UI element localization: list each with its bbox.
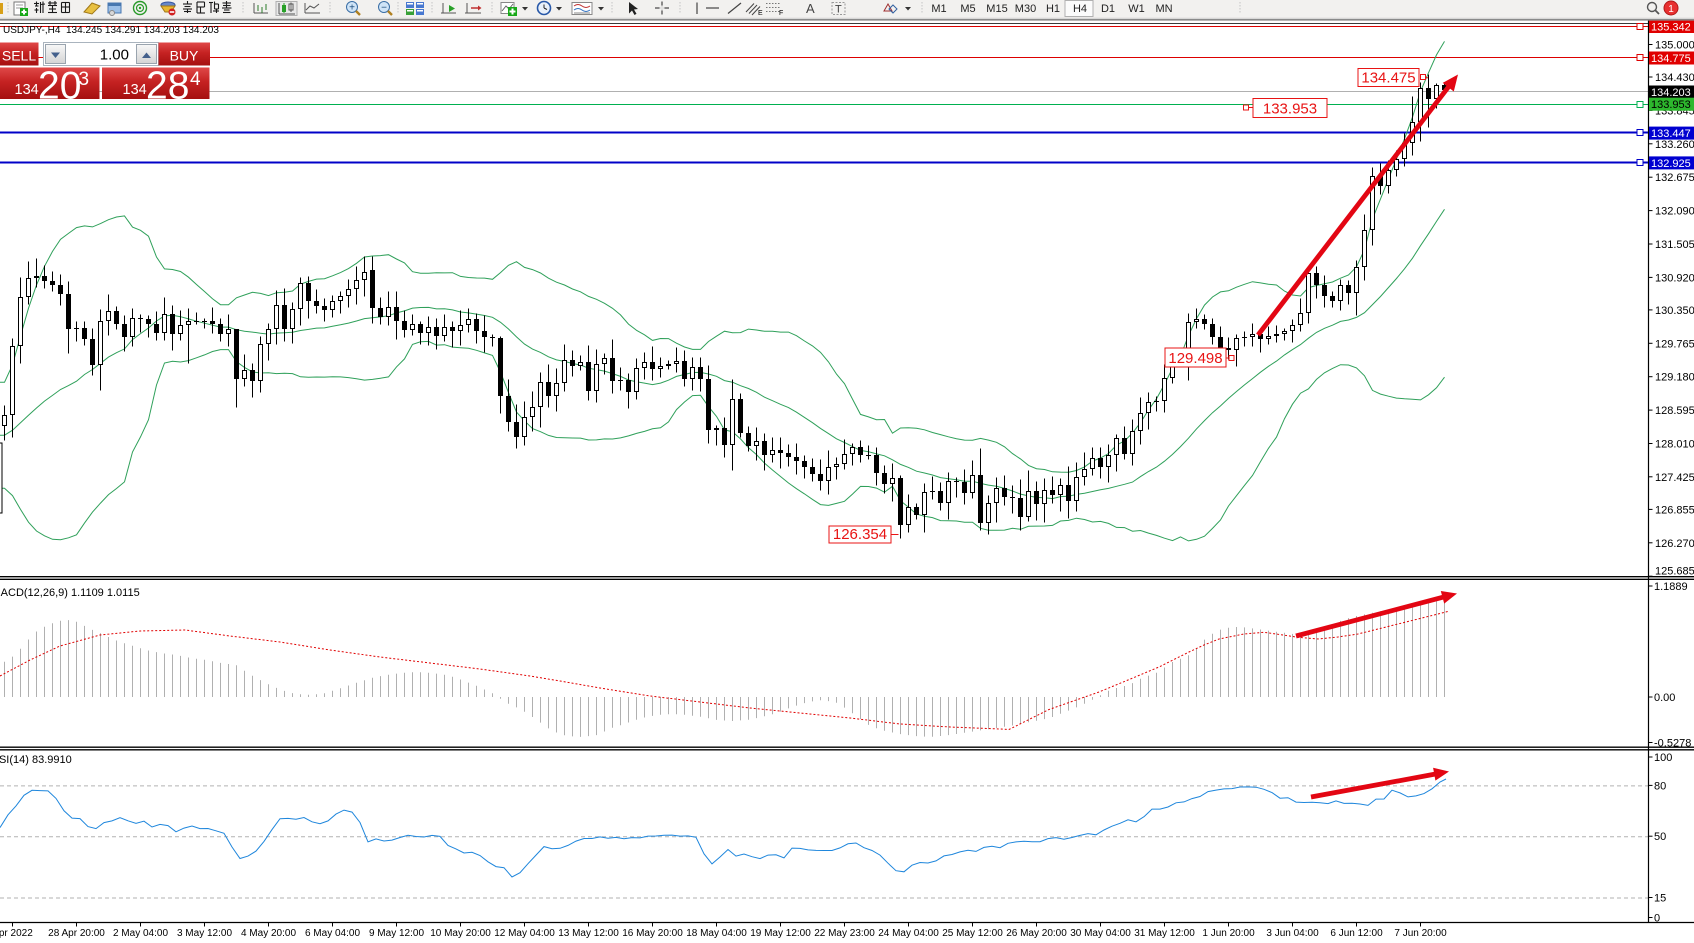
svg-text:1 Jun 20:00: 1 Jun 20:00 <box>1202 928 1255 939</box>
svg-text:26 May 20:00: 26 May 20:00 <box>1006 928 1067 939</box>
svg-text:H1: H1 <box>1046 3 1060 15</box>
svg-text:−: − <box>381 3 387 14</box>
svg-text:125.685: 125.685 <box>1655 566 1694 578</box>
svg-text:13 May 12:00: 13 May 12:00 <box>558 928 619 939</box>
svg-text:0: 0 <box>1654 913 1660 925</box>
svg-text:134.775: 134.775 <box>1651 53 1691 65</box>
svg-text:100: 100 <box>1654 752 1672 764</box>
svg-text:129.765: 129.765 <box>1655 338 1694 350</box>
svg-text:50: 50 <box>1654 831 1666 843</box>
svg-text:16 May 20:00: 16 May 20:00 <box>622 928 683 939</box>
svg-text:MACD(12,26,9) 1.1109 1.0115: MACD(12,26,9) 1.1109 1.0115 <box>0 587 140 599</box>
svg-text:28 Apr 20:00: 28 Apr 20:00 <box>48 928 105 939</box>
svg-text:129.180: 129.180 <box>1655 372 1694 384</box>
svg-text:126.270: 126.270 <box>1655 538 1694 550</box>
svg-text:F: F <box>779 10 783 17</box>
svg-text:10 May 20:00: 10 May 20:00 <box>430 928 491 939</box>
svg-text:80: 80 <box>1654 780 1666 792</box>
svg-text:15: 15 <box>1654 893 1666 905</box>
svg-text:H4: H4 <box>1073 3 1087 15</box>
svg-text:M5: M5 <box>960 3 975 15</box>
svg-text:M15: M15 <box>986 3 1007 15</box>
svg-text:Apr 2022: Apr 2022 <box>0 928 33 939</box>
svg-text:6 May 04:00: 6 May 04:00 <box>305 928 360 939</box>
svg-text:RSI(14) 83.9910: RSI(14) 83.9910 <box>0 754 72 766</box>
svg-text:133.953: 133.953 <box>1651 99 1691 111</box>
svg-text:4 May 20:00: 4 May 20:00 <box>241 928 296 939</box>
svg-text:A: A <box>806 1 815 16</box>
svg-text:SELL: SELL <box>2 48 36 64</box>
svg-text:18 May 04:00: 18 May 04:00 <box>686 928 747 939</box>
svg-text:1.1889: 1.1889 <box>1654 581 1688 593</box>
svg-text:133.260: 133.260 <box>1655 139 1694 151</box>
svg-text:31 May 12:00: 31 May 12:00 <box>1134 928 1195 939</box>
svg-text:128.595: 128.595 <box>1655 405 1694 417</box>
svg-text:19 May 12:00: 19 May 12:00 <box>750 928 811 939</box>
svg-text:MN: MN <box>1155 3 1172 15</box>
svg-text:126.354: 126.354 <box>833 526 887 543</box>
svg-text:1.00: 1.00 <box>100 47 129 64</box>
svg-text:3: 3 <box>79 69 90 90</box>
svg-text:133.447: 133.447 <box>1651 128 1691 140</box>
svg-text:134: 134 <box>123 82 147 98</box>
svg-text:130.350: 130.350 <box>1655 305 1694 317</box>
svg-text:W1: W1 <box>1128 3 1145 15</box>
svg-text:133.953: 133.953 <box>1263 101 1317 118</box>
svg-text:22 May 23:00: 22 May 23:00 <box>814 928 875 939</box>
svg-text:9 May 12:00: 9 May 12:00 <box>369 928 424 939</box>
svg-text:130.920: 130.920 <box>1655 272 1694 284</box>
svg-text:135.342: 135.342 <box>1651 22 1691 34</box>
svg-text:127.425: 127.425 <box>1655 472 1694 484</box>
svg-text:134.203: 134.203 <box>1651 87 1691 99</box>
svg-text:D1: D1 <box>1101 3 1115 15</box>
svg-text:135.000: 135.000 <box>1655 40 1694 52</box>
svg-text:+: + <box>349 3 355 14</box>
svg-text:132.925: 132.925 <box>1651 158 1691 170</box>
svg-text:20: 20 <box>38 65 81 108</box>
svg-text:E: E <box>758 10 763 17</box>
svg-text:M1: M1 <box>931 3 946 15</box>
svg-text:134: 134 <box>15 82 39 98</box>
svg-text:7 Jun 20:00: 7 Jun 20:00 <box>1394 928 1447 939</box>
svg-text:126.855: 126.855 <box>1655 504 1694 516</box>
svg-text:4: 4 <box>190 69 201 90</box>
svg-text:134.430: 134.430 <box>1655 72 1694 84</box>
svg-text:USDJPY-,H4 134.245 134.291 13: USDJPY-,H4 134.245 134.291 134.203 134.2… <box>3 25 219 36</box>
svg-text:132.090: 132.090 <box>1655 206 1694 218</box>
svg-text:129.498: 129.498 <box>1168 350 1222 367</box>
svg-text:T: T <box>835 4 842 16</box>
svg-text:0.00: 0.00 <box>1654 692 1675 704</box>
svg-text:3 Jun 04:00: 3 Jun 04:00 <box>1266 928 1319 939</box>
svg-text:132.675: 132.675 <box>1655 172 1694 184</box>
svg-text:24 May 04:00: 24 May 04:00 <box>878 928 939 939</box>
svg-text:6 Jun 12:00: 6 Jun 12:00 <box>1330 928 1383 939</box>
svg-text:134.475: 134.475 <box>1361 70 1415 87</box>
svg-text:30 May 04:00: 30 May 04:00 <box>1070 928 1131 939</box>
svg-text:1: 1 <box>1668 4 1674 15</box>
svg-text:25 May 12:00: 25 May 12:00 <box>942 928 1003 939</box>
svg-text:131.505: 131.505 <box>1655 239 1694 251</box>
svg-text:28: 28 <box>146 65 189 108</box>
svg-text:128.010: 128.010 <box>1655 439 1694 451</box>
svg-text:BUY: BUY <box>170 48 199 64</box>
svg-text:12 May 04:00: 12 May 04:00 <box>494 928 555 939</box>
svg-text:2 May 04:00: 2 May 04:00 <box>113 928 168 939</box>
svg-text:-0.5278: -0.5278 <box>1654 738 1691 750</box>
svg-text:3 May 12:00: 3 May 12:00 <box>177 928 232 939</box>
svg-text:M30: M30 <box>1015 3 1036 15</box>
